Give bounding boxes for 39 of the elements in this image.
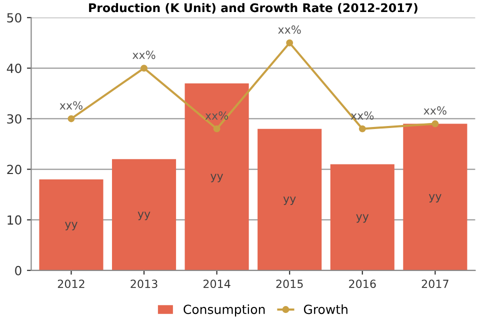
point	[213, 125, 220, 132]
legend-label: Consumption	[184, 304, 265, 316]
y-tick-label: 10	[8, 215, 22, 225]
legend-label: Growth	[304, 304, 348, 314]
x-tick-label: 2016	[349, 280, 376, 288]
x-tick-label: 2014	[203, 280, 230, 288]
data-label: yy	[210, 174, 224, 182]
bar	[330, 164, 394, 270]
y-tick-label: 20	[7, 164, 22, 174]
y-tick-label: 0	[15, 266, 22, 276]
data-label: xx%	[205, 111, 228, 120]
bar	[184, 83, 249, 270]
point	[286, 39, 294, 46]
data-label: yy	[428, 194, 442, 202]
data-label: xx%	[350, 111, 374, 120]
bar	[112, 159, 176, 270]
data-label: xx%	[132, 50, 156, 60]
data-label: yy	[64, 222, 78, 230]
bar	[403, 124, 468, 270]
data-label: yy	[283, 196, 296, 205]
x-tick-label: 2017	[422, 280, 448, 288]
x-tick-label: 2015	[276, 280, 303, 288]
point	[358, 125, 366, 132]
bar	[39, 179, 104, 270]
x-tick-label: 2012	[58, 280, 84, 288]
point	[140, 64, 148, 72]
data-label: yy	[138, 212, 150, 220]
y-tick-label: 40	[6, 64, 22, 74]
point	[432, 120, 439, 128]
data-label: xx%	[60, 101, 82, 110]
chart-title: Production (K Unit) and Growth Rate (2012-2017)	[89, 3, 418, 14]
y-tick-label: 50	[7, 13, 22, 23]
data-label: xx%	[278, 25, 301, 34]
data-label: yy	[356, 214, 369, 223]
bar	[258, 128, 322, 270]
data-label: xx%	[424, 106, 446, 115]
point	[68, 115, 75, 122]
x-tick-label: 2013	[130, 280, 158, 288]
y-tick-label: 30	[7, 114, 22, 124]
